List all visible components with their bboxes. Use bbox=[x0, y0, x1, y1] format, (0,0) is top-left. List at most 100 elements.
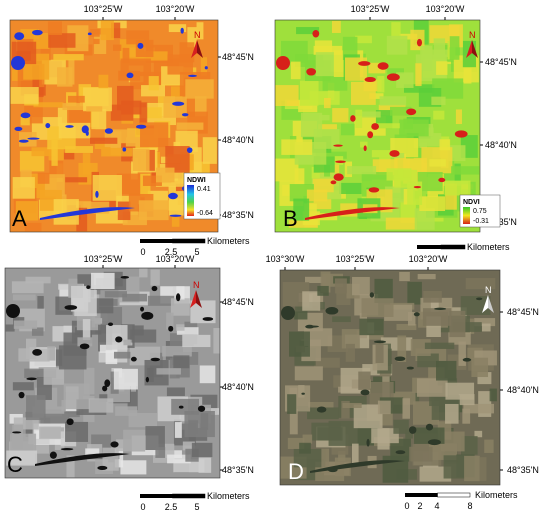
north-arrow bbox=[482, 295, 488, 313]
field bbox=[314, 357, 340, 368]
lake bbox=[413, 312, 420, 317]
lake bbox=[64, 305, 78, 310]
north-arrow bbox=[488, 295, 494, 313]
field bbox=[313, 129, 340, 149]
field bbox=[90, 137, 118, 144]
field bbox=[65, 421, 89, 442]
field bbox=[334, 278, 347, 294]
field bbox=[184, 411, 215, 438]
field bbox=[342, 36, 358, 61]
lake bbox=[368, 187, 380, 193]
field bbox=[155, 447, 166, 458]
lake bbox=[130, 356, 137, 362]
field bbox=[82, 153, 91, 175]
lake bbox=[60, 447, 74, 451]
field bbox=[113, 351, 131, 359]
field bbox=[57, 107, 70, 128]
scale-bar bbox=[405, 493, 438, 497]
field bbox=[415, 63, 422, 87]
lake bbox=[104, 128, 113, 134]
lake bbox=[350, 115, 356, 122]
field bbox=[120, 460, 147, 475]
scale-tick-label: 0 bbox=[404, 501, 409, 511]
lake bbox=[438, 177, 446, 183]
longitude-label: 103°20'W bbox=[156, 254, 195, 264]
panel-label: D bbox=[288, 459, 304, 484]
lake bbox=[312, 30, 320, 38]
field bbox=[296, 27, 320, 35]
lake bbox=[122, 147, 127, 152]
map-frame bbox=[279, 269, 501, 486]
field bbox=[91, 272, 115, 290]
field bbox=[407, 181, 423, 205]
field bbox=[342, 402, 362, 408]
field bbox=[24, 368, 57, 379]
field bbox=[275, 158, 299, 182]
field bbox=[83, 87, 112, 112]
lake bbox=[150, 357, 161, 362]
lake bbox=[301, 392, 305, 395]
field bbox=[19, 132, 37, 147]
field bbox=[185, 79, 214, 99]
scale-unit: Kilometers bbox=[475, 490, 518, 500]
field bbox=[462, 408, 471, 424]
lake bbox=[11, 56, 25, 70]
lake bbox=[81, 125, 89, 134]
field bbox=[368, 62, 386, 74]
field bbox=[379, 96, 407, 106]
field bbox=[391, 22, 401, 40]
lake bbox=[306, 325, 320, 328]
lake bbox=[12, 431, 22, 434]
field bbox=[307, 407, 339, 420]
legend-min: -0.31 bbox=[473, 218, 489, 225]
field bbox=[63, 152, 75, 160]
lake bbox=[107, 322, 114, 326]
field bbox=[377, 400, 391, 415]
field bbox=[6, 450, 38, 466]
field bbox=[182, 334, 211, 348]
field bbox=[43, 368, 65, 385]
field bbox=[482, 323, 491, 332]
field bbox=[290, 61, 301, 80]
field bbox=[350, 81, 376, 105]
latitude-label: 48°45'N bbox=[507, 307, 539, 317]
field bbox=[202, 137, 217, 164]
field bbox=[312, 178, 334, 193]
lake bbox=[79, 343, 90, 350]
field bbox=[127, 386, 138, 411]
lake bbox=[371, 123, 379, 130]
field bbox=[176, 286, 185, 300]
field bbox=[31, 147, 56, 157]
field bbox=[76, 207, 88, 232]
lake bbox=[367, 131, 374, 139]
field bbox=[396, 72, 414, 88]
field bbox=[289, 331, 310, 357]
field bbox=[374, 278, 393, 304]
field bbox=[399, 271, 410, 282]
field bbox=[353, 404, 383, 429]
field bbox=[397, 335, 407, 363]
field bbox=[436, 61, 448, 75]
panel-label: A bbox=[12, 206, 27, 231]
lake bbox=[104, 379, 111, 387]
longitude-label: 103°20'W bbox=[156, 4, 195, 14]
longitude-label: 103°20'W bbox=[409, 254, 448, 264]
field bbox=[439, 139, 451, 151]
lake bbox=[35, 453, 130, 466]
lake bbox=[102, 385, 108, 392]
lake bbox=[120, 275, 129, 279]
lake bbox=[27, 137, 40, 140]
field bbox=[163, 96, 187, 118]
lake bbox=[181, 113, 189, 117]
field bbox=[128, 412, 157, 428]
field bbox=[147, 295, 175, 306]
longitude-label: 103°25'W bbox=[336, 254, 375, 264]
field bbox=[373, 376, 391, 383]
latitude-label: 48°35'N bbox=[222, 465, 254, 475]
field bbox=[433, 110, 445, 120]
field bbox=[133, 107, 162, 119]
field bbox=[431, 96, 446, 105]
field bbox=[90, 29, 100, 37]
field bbox=[132, 148, 150, 172]
